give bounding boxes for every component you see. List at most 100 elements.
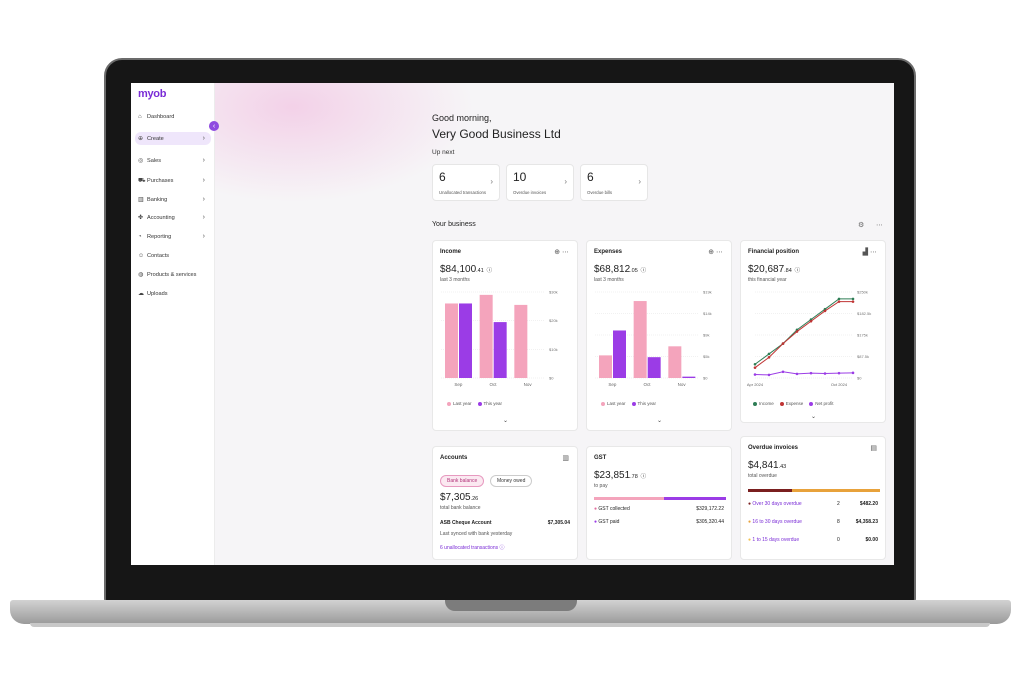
card-actions[interactable]: ⊕ ⋯ <box>554 249 569 256</box>
card-actions[interactable]: ▟ ⋯ <box>862 249 877 256</box>
overdue-row-1-15[interactable]: ● 1 to 15 days overdue <box>748 537 800 543</box>
data-point <box>767 352 771 356</box>
chevron-right-icon: › <box>202 196 205 203</box>
sidebar-item-dashboard[interactable]: ⌂ Dashboard <box>135 110 211 123</box>
header-glow <box>215 83 475 203</box>
gst-paid-value: $305,320.44 <box>696 519 724 525</box>
accounts-sub: total bank balance <box>440 505 481 511</box>
sidebar-item-banking[interactable]: ▥ Banking › <box>135 193 211 206</box>
sidebar-item-sales[interactable]: ◎ Sales › <box>135 154 211 167</box>
x-tick-label: Sep <box>454 382 463 387</box>
tile-overdue-invoices[interactable]: 10 Overdue invoices › <box>506 164 574 201</box>
tab-money-owed[interactable]: Money owed <box>490 475 533 487</box>
tile-unallocated-transactions[interactable]: 6 Unallocated transactions › <box>432 164 500 201</box>
products-icon: ◍ <box>138 272 144 278</box>
gst-paid-row: ● GST paid <box>594 519 620 525</box>
income-chart: $30k $20k $10k $0 Sep Oct Nov <box>441 290 558 387</box>
series-line <box>754 301 853 369</box>
sidebar: myob ⌂ Dashboard ⊕ Create › ◎ Sales › ⛟ Purcha… <box>131 83 215 565</box>
myob-logo[interactable]: myob <box>138 88 167 100</box>
up-next-title: Up next <box>432 149 455 156</box>
contacts-icon: ☺ <box>138 252 145 259</box>
chevron-right-icon: › <box>202 135 205 142</box>
overdue-row-16-30[interactable]: ● 16 to 30 days overdue <box>748 519 802 525</box>
accounting-icon: ✤ <box>138 215 144 221</box>
overdue-sub: total overdue <box>748 473 777 479</box>
x-tick-label: Nov <box>678 382 687 387</box>
sidebar-item-accounting[interactable]: ✤ Accounting › <box>135 211 211 224</box>
overdue-count: 2 <box>837 501 840 507</box>
chevron-down-icon[interactable]: ⌄ <box>503 418 509 424</box>
data-point <box>809 319 813 323</box>
sidebar-item-purchases[interactable]: ⛟ Purchases › <box>135 174 211 187</box>
plus-circle-icon: ⊕ <box>138 136 144 142</box>
data-point <box>851 371 855 375</box>
sidebar-item-label: Accounting <box>147 214 175 221</box>
overdue-row-30plus[interactable]: ● Over 30 days overdue <box>748 501 802 507</box>
chevron-right-icon: › <box>202 177 205 184</box>
chevron-down-icon[interactable]: ⌄ <box>657 418 663 424</box>
sidebar-item-uploads[interactable]: ☁ Uploads <box>135 287 211 300</box>
sidebar-item-contacts[interactable]: ☺ Contacts <box>135 249 211 262</box>
bar <box>459 303 472 378</box>
data-point <box>753 366 757 369</box>
sidebar-item-label: Create <box>147 135 164 142</box>
data-point <box>795 372 799 376</box>
y-tick-label: $14k <box>703 311 712 316</box>
bar <box>479 294 493 378</box>
tab-bank-balance[interactable]: Bank balance <box>440 475 485 487</box>
y-tick-label: $20k <box>549 318 558 323</box>
expenses-chart: $19k $14k $9k $5k $0 Sep Oct Nov <box>595 290 712 387</box>
overdue-bar <box>748 489 880 492</box>
bar <box>514 304 528 378</box>
tile-count: 10 <box>513 170 527 184</box>
bar <box>633 301 647 378</box>
chevron-right-icon: › <box>564 177 567 186</box>
card-title: Income <box>440 249 462 255</box>
sidebar-item-label: Sales <box>147 157 161 164</box>
bar <box>613 330 626 378</box>
x-tick-label: Sep <box>608 382 617 387</box>
sidebar-item-create[interactable]: ⊕ Create › <box>135 132 211 145</box>
gst-collected-value: $329,172.22 <box>696 506 724 512</box>
document-icon[interactable]: ▤ <box>870 445 877 452</box>
data-point <box>851 300 855 303</box>
sidebar-item-products[interactable]: ◍ Products & services <box>135 268 211 281</box>
y-tick-label: $19k <box>703 290 712 295</box>
bar <box>599 355 612 378</box>
unallocated-link[interactable]: 6 unallocated transactions ⓘ <box>440 545 505 551</box>
financial-chart: $250k $182.5k $175k $87.5k $0 Apr 2024 Oct 202… <box>747 290 871 388</box>
y-tick-label: $0 <box>703 376 708 381</box>
sidebar-item-label: Reporting <box>147 233 172 240</box>
reporting-icon: ◔ <box>138 233 142 240</box>
your-business-title: Your business <box>432 221 476 228</box>
tile-overdue-bills[interactable]: 6 Overdue bills › <box>580 164 648 201</box>
bar <box>668 346 682 378</box>
collapse-sidebar-button[interactable]: ‹ <box>209 121 219 131</box>
card-actions[interactable]: ⊕ ⋯ <box>708 249 723 256</box>
sidebar-item-label: Dashboard <box>147 113 175 120</box>
chevron-down-icon[interactable]: ⌄ <box>811 414 817 420</box>
gst-card: GST $23,851.78 ⓘ to pay ● GST collected … <box>586 446 732 560</box>
greeting: Good morning, <box>432 113 492 123</box>
expenses-amount: $68,812.05 ⓘ <box>594 264 647 275</box>
chevron-right-icon: › <box>202 214 205 221</box>
sidebar-item-reporting[interactable]: ◔ Reporting › <box>135 230 211 243</box>
financial-period: this financial year <box>748 277 787 283</box>
y-tick-label: $175k <box>857 333 868 338</box>
x-tick-label: Oct 2024 <box>831 382 848 387</box>
financial-legend: Income Expense Net profit <box>753 401 834 406</box>
income-legend: Last year This year <box>447 401 502 406</box>
data-point <box>753 362 757 366</box>
y-tick-label: $87.5k <box>857 354 869 359</box>
data-point <box>823 309 827 313</box>
laptop-shadow <box>30 623 990 627</box>
bank-icon[interactable]: ▥ <box>562 455 569 462</box>
account-synced: Last synced with bank yesterday <box>440 531 513 537</box>
financial-position-card: Financial position ▟ ⋯ $20,687.84 ⓘ this… <box>740 240 886 423</box>
gst-bar-fill <box>664 497 726 500</box>
x-tick-label: Apr 2024 <box>747 382 764 387</box>
more-icon[interactable]: ⋯ <box>876 222 883 229</box>
y-tick-label: $182.5k <box>857 311 871 316</box>
settings-icon[interactable]: ⚙ <box>858 222 865 229</box>
